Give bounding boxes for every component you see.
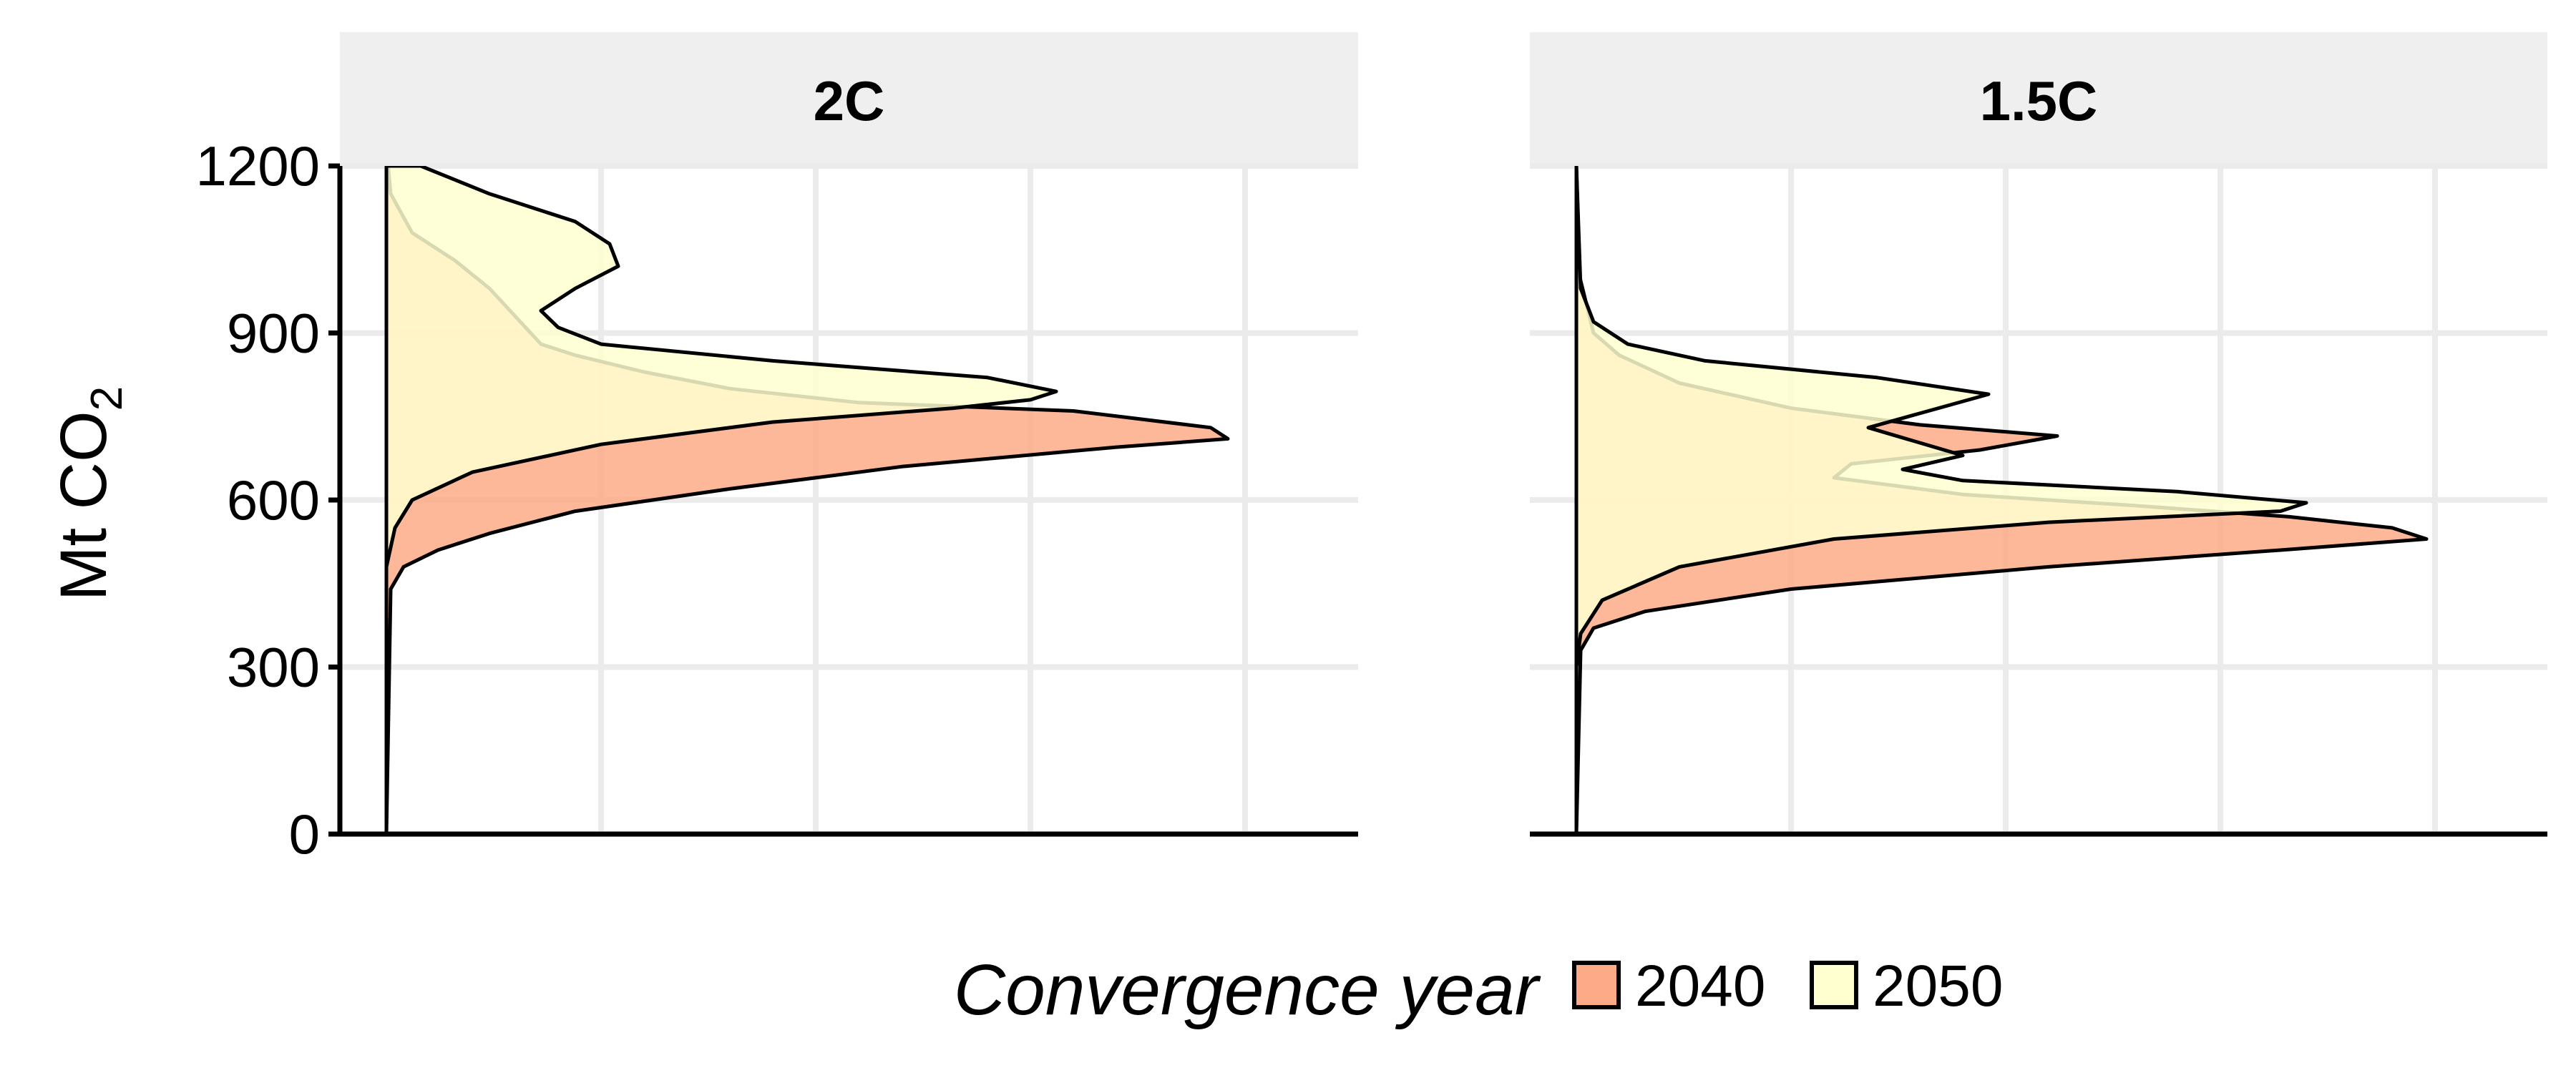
facet-strip-label: 1.5C — [1980, 69, 2098, 132]
facet-panel-2C: 2C — [340, 32, 1358, 837]
legend-entry-2040: 2040 — [1572, 954, 1765, 1019]
legend-swatch — [1572, 961, 1621, 1009]
legend-label: 2050 — [1873, 954, 2003, 1019]
y-axis-title-main: Mt CO — [47, 411, 120, 601]
legend-entry-2050: 2050 — [1810, 954, 2003, 1019]
y-tick-label: 1200 — [195, 134, 320, 197]
facet-panel-1.5C: 1.5C — [1530, 32, 2547, 837]
density-areas — [1574, 166, 2429, 834]
facet-panels: 2C 1.5C — [340, 32, 2547, 837]
legend-swatch — [1810, 961, 1858, 1009]
y-tick-label: 900 — [227, 302, 320, 365]
facet-strip-label: 2C — [814, 69, 885, 132]
legend-title: Convergence year — [954, 950, 1541, 1030]
y-axis: 0 300 600 900 1200 — [195, 134, 343, 866]
density-area-2050 — [1574, 166, 2308, 669]
y-tick-label: 600 — [227, 469, 320, 531]
facet-strip — [1530, 32, 2547, 166]
legend-label: 2040 — [1635, 954, 1765, 1019]
y-tick-label: 300 — [227, 636, 320, 699]
y-tick-label: 0 — [289, 803, 320, 866]
density-area-2050 — [384, 166, 1058, 569]
density-areas — [384, 166, 1230, 834]
y-axis-title: Mt CO2 — [47, 386, 132, 601]
facet-strip — [340, 32, 1358, 166]
y-axis-title-subscript: 2 — [82, 386, 132, 411]
legend: Convergence year 2040 2050 — [954, 950, 2004, 1030]
legend-entries: 2040 2050 — [1572, 954, 2003, 1019]
